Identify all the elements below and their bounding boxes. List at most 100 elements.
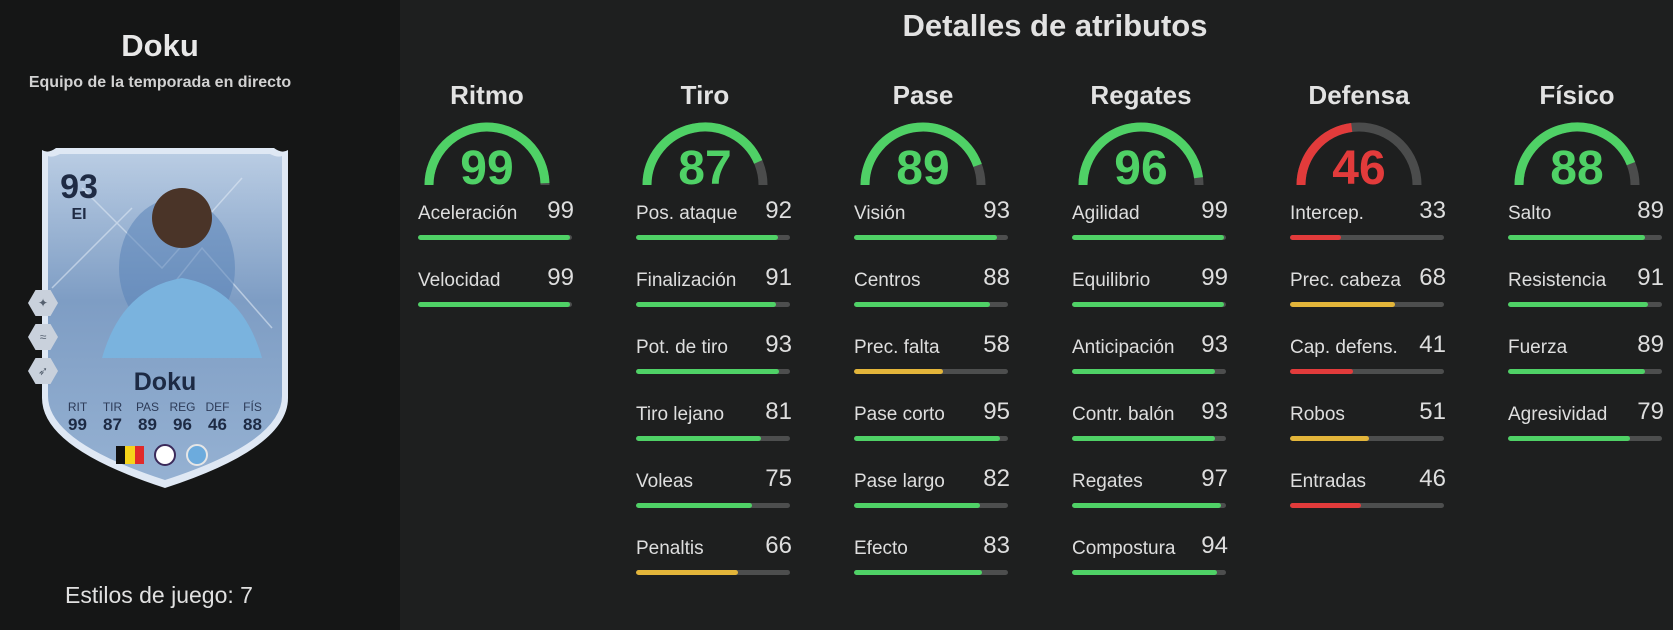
card-stat-label: DEF (205, 400, 230, 414)
stat-bar-fill (854, 235, 998, 240)
stat-row-efecto[interactable]: Efecto 83 (854, 528, 1014, 595)
stat-bar (1290, 235, 1444, 240)
stat-row-resistencia[interactable]: Resistencia 91 (1508, 260, 1668, 327)
stat-bar-fill (1072, 503, 1222, 508)
stat-label: Fuerza (1508, 337, 1568, 358)
stat-bar-fill (854, 302, 990, 307)
stat-value: 99 (1201, 264, 1228, 291)
category-gauge: 46 (1294, 117, 1424, 195)
stat-value: 58 (983, 331, 1010, 358)
stat-row-agresividad[interactable]: Agresividad 79 (1508, 394, 1668, 461)
stat-bar-fill (1508, 235, 1646, 240)
stat-label: Agilidad (1072, 203, 1140, 224)
stat-bar-fill (1290, 369, 1354, 374)
stat-row-centros[interactable]: Centros 88 (854, 260, 1014, 327)
stat-row-prec-cabeza[interactable]: Prec. cabeza 68 (1290, 260, 1450, 327)
player-card[interactable]: 93 EI Doku RIT 99 TIR 87 PAS 89 REG 96 DEF 46… (42, 148, 288, 488)
stat-row-pase-largo[interactable]: Pase largo 82 (854, 461, 1014, 528)
category-value: 87 (678, 142, 732, 195)
stat-bar (1508, 369, 1662, 374)
stat-bar-fill (1072, 436, 1216, 441)
stat-value: 99 (1201, 197, 1228, 224)
stat-row-robos[interactable]: Robos 51 (1290, 394, 1450, 461)
playstyle-badges: ✦ ≈ ➶ (28, 290, 58, 392)
stat-value: 93 (1201, 398, 1228, 425)
stat-label: Intercep. (1290, 203, 1364, 224)
playstyle-badge-icon[interactable]: ≈ (28, 324, 58, 350)
stat-bar-fill (636, 436, 761, 441)
stat-label: Anticipación (1072, 337, 1175, 358)
stat-bar (1072, 436, 1226, 441)
stat-row-contr-balon[interactable]: Contr. balón 93 (1072, 394, 1232, 461)
stat-row-regates[interactable]: Regates 97 (1072, 461, 1232, 528)
stat-bar (1290, 302, 1444, 307)
stat-row-prec-falta[interactable]: Prec. falta 58 (854, 327, 1014, 394)
stat-row-entradas[interactable]: Entradas 46 (1290, 461, 1450, 528)
stat-row-salto[interactable]: Salto 89 (1508, 193, 1668, 260)
stat-row-vision[interactable]: Visión 93 (854, 193, 1014, 260)
stat-row-pot-de-tiro[interactable]: Pot. de tiro 93 (636, 327, 796, 394)
player-name: Doku (121, 28, 199, 63)
stat-bar-fill (1290, 436, 1369, 441)
card-stat-value: 87 (103, 415, 122, 434)
stat-row-tiro-lejano[interactable]: Tiro lejano 81 (636, 394, 796, 461)
stat-value: 91 (765, 264, 792, 291)
stat-row-finalizacion[interactable]: Finalización 91 (636, 260, 796, 327)
stat-bar-fill (1508, 369, 1646, 374)
belgium-flag-icon (116, 446, 144, 464)
stat-label: Pase corto (854, 404, 945, 425)
stat-bar (854, 436, 1008, 441)
stat-row-voleas[interactable]: Voleas 75 (636, 461, 796, 528)
card-background (42, 148, 288, 488)
category-title: Defensa (1308, 80, 1410, 110)
stat-bar (1072, 570, 1226, 575)
stat-row-fuerza[interactable]: Fuerza 89 (1508, 327, 1668, 394)
stat-bar-fill (1072, 302, 1225, 307)
stat-row-pase-corto[interactable]: Pase corto 95 (854, 394, 1014, 461)
stat-bar-fill (854, 570, 982, 575)
stat-row-pos-ataque[interactable]: Pos. ataque 92 (636, 193, 796, 260)
stat-row-intercep[interactable]: Intercep. 33 (1290, 193, 1450, 260)
stat-bar (854, 369, 1008, 374)
stat-value: 89 (1637, 331, 1664, 358)
stat-label: Penaltis (636, 538, 704, 559)
stat-bar-fill (1072, 369, 1216, 374)
stat-bar (1508, 302, 1662, 307)
stat-bar-fill (418, 302, 571, 307)
card-stat-value: 46 (208, 415, 227, 434)
stat-label: Pase largo (854, 471, 945, 492)
stat-row-compostura[interactable]: Compostura 94 (1072, 528, 1232, 595)
category-title: Tiro (680, 80, 730, 110)
stat-row-equilibrio[interactable]: Equilibrio 99 (1072, 260, 1232, 327)
category-value: 89 (896, 142, 950, 195)
stat-value: 89 (1637, 197, 1664, 224)
stat-value: 68 (1419, 264, 1446, 291)
category-value: 99 (460, 142, 514, 195)
stat-row-cap-defens[interactable]: Cap. defens. 41 (1290, 327, 1450, 394)
stat-label: Entradas (1290, 471, 1367, 492)
category-gauge: 88 (1512, 117, 1642, 195)
player-panel: Doku Equipo de la temporada en directo 9… (0, 0, 400, 630)
attribute-column-fisico: Físico 88 Salto 89 Resistencia 91 Fuerza 89 Agre… (1508, 80, 1668, 461)
stat-row-velocidad[interactable]: Velocidad 99 (418, 260, 578, 327)
card-stat-label: PAS (135, 400, 160, 414)
stat-label: Pos. ataque (636, 203, 738, 224)
manchester-city-icon (186, 444, 208, 466)
stat-row-anticipacion[interactable]: Anticipación 93 (1072, 327, 1232, 394)
stat-label: Aceleración (418, 203, 518, 224)
stat-value: 97 (1201, 465, 1228, 492)
gauge-arc (860, 122, 982, 186)
stat-row-penaltis[interactable]: Penaltis 66 (636, 528, 796, 595)
category-title: Físico (1539, 80, 1615, 110)
stat-bar-fill (1508, 436, 1630, 441)
stat-bar-fill (1290, 302, 1395, 307)
stat-bar (636, 436, 790, 441)
stat-bar-fill (854, 436, 1001, 441)
playstyle-badge-icon[interactable]: ➶ (28, 358, 58, 384)
stat-row-aceleracion[interactable]: Aceleración 99 (418, 193, 578, 260)
gauge-arc (424, 122, 550, 186)
stat-row-agilidad[interactable]: Agilidad 99 (1072, 193, 1232, 260)
playstyle-badge-icon[interactable]: ✦ (28, 290, 58, 316)
category-gauge: 96 (1076, 117, 1206, 195)
stat-value: 46 (1419, 465, 1446, 492)
